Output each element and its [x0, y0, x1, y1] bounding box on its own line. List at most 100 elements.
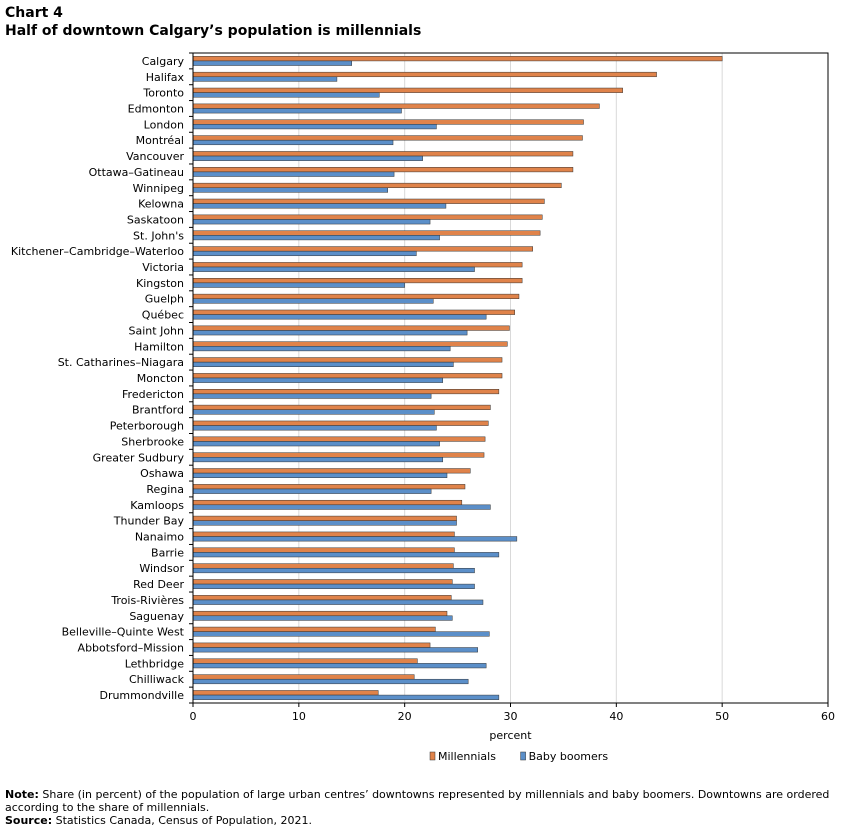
bar-millennials-moncton — [192, 373, 503, 379]
bar-millennials-saint-john — [192, 325, 510, 331]
bar-baby-boomers-trois-rivieres — [192, 599, 484, 605]
category-label: Belleville–Quinte West — [62, 626, 185, 639]
category-label: Kamloops — [130, 499, 184, 512]
bar-millennials-belleville-quinte-west — [192, 626, 436, 632]
note-label: Note: — [5, 788, 39, 801]
category-label: Chilliwack — [129, 673, 185, 686]
source-label: Source: — [5, 814, 53, 827]
category-label: London — [144, 118, 184, 131]
bar-baby-boomers-nanaimo — [192, 536, 518, 542]
bar-millennials-kitchener-cambridge-waterloo — [192, 246, 533, 252]
bar-baby-boomers-st-john-s — [192, 235, 440, 241]
bar-millennials-lethbridge — [192, 658, 418, 664]
category-label: Lethbridge — [125, 657, 185, 670]
legend-label-millennials: Millennials — [438, 750, 496, 763]
bar-millennials-hamilton — [192, 341, 508, 347]
bar-millennials-halifax — [192, 71, 657, 78]
bar-baby-boomers-oshawa — [192, 472, 448, 478]
bar-baby-boomers-abbotsford-mission — [192, 647, 478, 653]
category-label: Barrie — [151, 546, 184, 559]
bar-millennials-winnipeg — [192, 182, 562, 189]
bar-baby-boomers-thunder-bay — [192, 520, 457, 526]
bar-millennials-thunder-bay — [192, 515, 457, 521]
bar-millennials-regina — [192, 484, 466, 490]
bar-baby-boomers-hamilton — [192, 346, 451, 352]
bar-millennials-oshawa — [192, 468, 471, 474]
legend-label-baby-boomers: Baby boomers — [529, 750, 609, 763]
bar-baby-boomers-kelowna — [192, 203, 447, 209]
bar-millennials-fredericton — [192, 389, 500, 395]
bar-baby-boomers-brantford — [192, 409, 435, 415]
category-label: Winnipeg — [133, 182, 184, 195]
bar-millennials-nanaimo — [192, 531, 455, 537]
category-label: Sherbrooke — [121, 435, 184, 448]
bar-millennials-montreal — [192, 135, 583, 141]
category-label: Saskatoon — [127, 213, 184, 226]
category-label: Kingston — [136, 277, 184, 290]
bar-millennials-victoria — [192, 262, 523, 268]
category-label: Nanaimo — [135, 531, 184, 544]
bar-baby-boomers-kitchener-cambridge-waterloo — [192, 250, 417, 257]
category-label: Brantford — [132, 404, 184, 417]
bar-baby-boomers-saint-john — [192, 330, 468, 336]
category-label: Fredericton — [122, 388, 184, 401]
bar-baby-boomers-saskatoon — [192, 219, 431, 225]
category-label: Vancouver — [126, 150, 184, 163]
x-tick-label: 10 — [292, 710, 306, 723]
chart-footer: Note: Share (in percent) of the populati… — [5, 788, 835, 827]
bar-millennials-greater-sudbury — [192, 452, 485, 458]
category-label: Abbotsford–Mission — [78, 642, 184, 655]
x-tick-label: 30 — [504, 710, 518, 723]
category-label: Kelowna — [138, 198, 184, 211]
category-label: Montréal — [136, 134, 184, 147]
bar-baby-boomers-red-deer — [192, 583, 475, 589]
bar-baby-boomers-kamloops — [192, 504, 491, 510]
category-label: Québec — [142, 309, 184, 322]
bar-millennials-brantford — [192, 404, 491, 410]
bar-baby-boomers-vancouver — [192, 155, 423, 161]
category-label: Peterborough — [110, 420, 184, 433]
bar-baby-boomers-drummondville — [192, 694, 500, 700]
category-label: Victoria — [142, 261, 184, 274]
note-text: Share (in percent) of the population of … — [5, 788, 830, 814]
bar-baby-boomers-greater-sudbury — [192, 457, 444, 463]
legend-swatch-baby-boomers — [520, 751, 526, 761]
bar-millennials-windsor — [192, 563, 454, 569]
bar-baby-boomers-regina — [192, 488, 432, 494]
bar-millennials-st-john-s — [192, 230, 541, 236]
bar-baby-boomers-toronto — [192, 92, 380, 98]
bar-baby-boomers-belleville-quinte-west — [192, 631, 490, 637]
bar-baby-boomers-guelph — [192, 298, 434, 304]
bar-baby-boomers-saguenay — [192, 615, 453, 621]
bar-millennials-vancouver — [192, 151, 574, 157]
x-axis-label: percent — [489, 729, 532, 742]
bar-millennials-chilliwack — [192, 674, 415, 680]
bar-baby-boomers-windsor — [192, 567, 475, 574]
bar-baby-boomers-quebec — [192, 314, 487, 320]
category-label: Edmonton — [128, 102, 184, 115]
source-text: Statistics Canada, Census of Population,… — [52, 814, 312, 827]
bar-millennials-kelowna — [192, 198, 545, 204]
category-label: Moncton — [137, 372, 184, 385]
bar-baby-boomers-london — [192, 124, 437, 130]
bar-millennials-abbotsford-mission — [192, 642, 431, 648]
category-label: Calgary — [142, 55, 185, 68]
category-label: Saint John — [129, 324, 185, 337]
category-label: Halifax — [146, 71, 185, 84]
bar-baby-boomers-victoria — [192, 266, 475, 272]
x-tick-label: 20 — [398, 710, 412, 723]
bar-baby-boomers-lethbridge — [192, 663, 487, 669]
bar-baby-boomers-barrie — [192, 552, 500, 558]
bar-millennials-toronto — [192, 87, 623, 93]
bar-millennials-saguenay — [192, 610, 448, 617]
category-label: Saguenay — [129, 610, 184, 623]
bar-baby-boomers-moncton — [192, 377, 444, 383]
bar-millennials-kingston — [192, 278, 523, 284]
bar-millennials-sherbrooke — [192, 436, 486, 442]
bar-millennials-saskatoon — [192, 214, 543, 220]
category-label: St. Catharines–Niagara — [58, 356, 184, 369]
bar-baby-boomers-calgary — [192, 60, 352, 66]
category-label: Drummondville — [99, 689, 184, 702]
chart-title: Half of downtown Calgary’s population is… — [5, 23, 422, 39]
bar-baby-boomers-ottawa-gatineau — [192, 171, 395, 177]
